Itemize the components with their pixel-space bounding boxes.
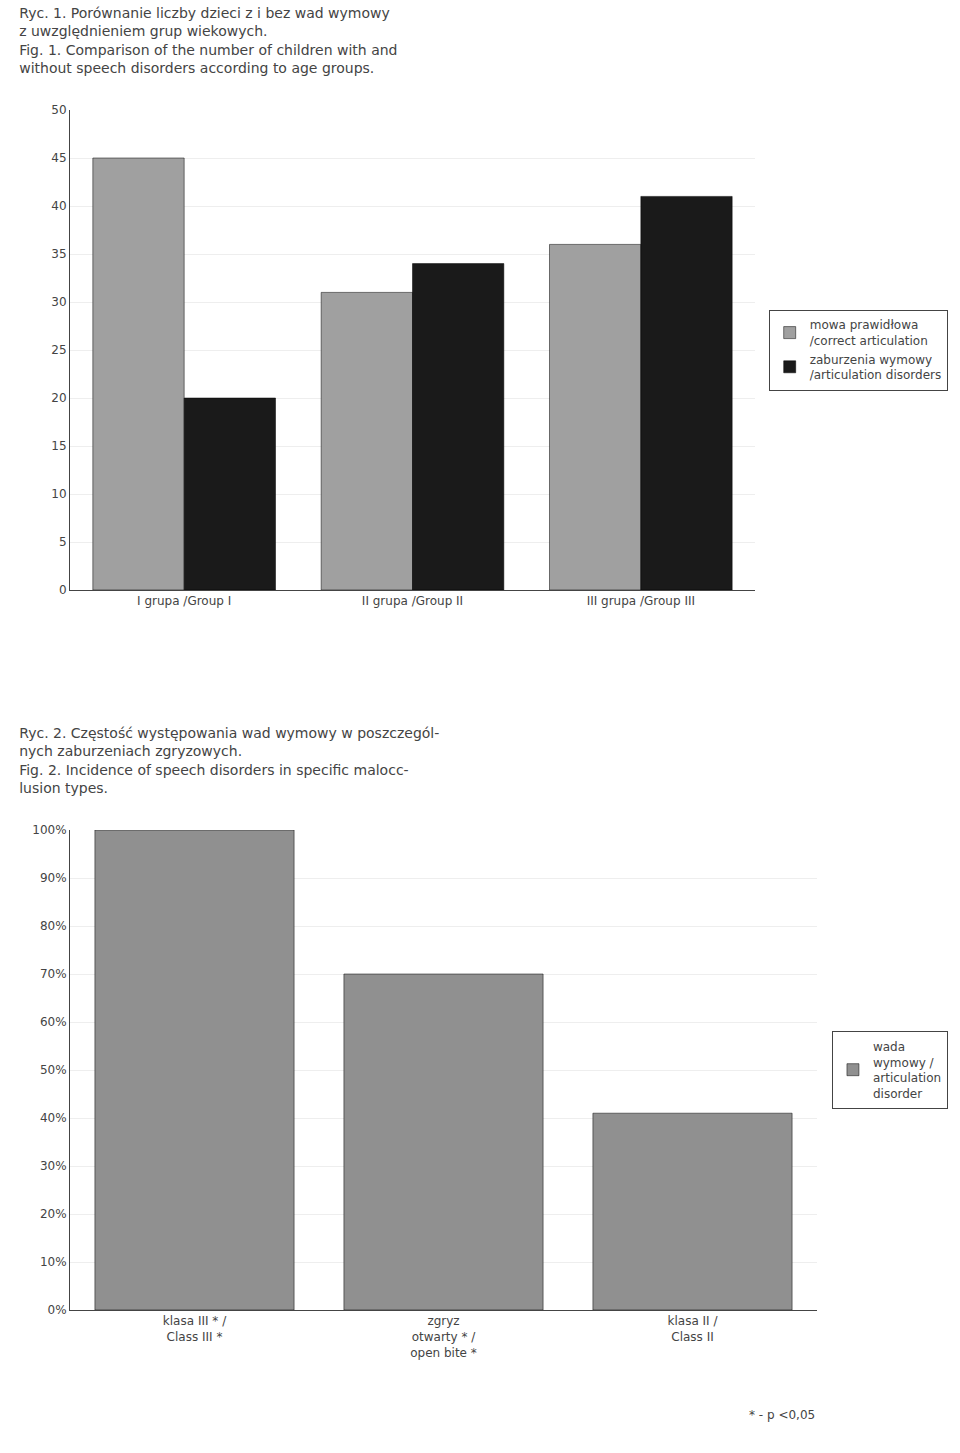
svg-text:0: 0 — [59, 583, 67, 597]
svg-text:60%: 60% — [40, 1015, 67, 1029]
svg-text:zaburzenia wymowy/articulation: zaburzenia wymowy/articulation disorders — [810, 353, 942, 383]
svg-text:20: 20 — [51, 391, 66, 405]
svg-text:25: 25 — [51, 343, 66, 357]
svg-text:Ryc. 1. Porównanie liczby dzie: Ryc. 1. Porównanie liczby dzieci z i bez… — [19, 5, 397, 76]
svg-text:35: 35 — [51, 247, 66, 261]
svg-text:40: 40 — [51, 199, 66, 213]
svg-text:10%: 10% — [40, 1255, 67, 1269]
svg-text:20%: 20% — [40, 1207, 67, 1221]
svg-text:50: 50 — [51, 103, 66, 117]
svg-text:100%: 100% — [32, 823, 66, 837]
svg-text:90%: 90% — [40, 871, 67, 885]
svg-text:klasa II /Class II: klasa II /Class II — [668, 1314, 719, 1344]
svg-text:70%: 70% — [40, 967, 67, 981]
svg-text:0%: 0% — [48, 1303, 67, 1317]
svg-text:zgryzotwarty * /open bite *: zgryzotwarty * /open bite * — [410, 1314, 477, 1359]
svg-text:III grupa /Group III: III grupa /Group III — [587, 594, 695, 608]
svg-text:II grupa /Group II: II grupa /Group II — [362, 594, 463, 608]
svg-text:5: 5 — [59, 535, 67, 549]
svg-text:mowa prawidłowa/correct articu: mowa prawidłowa/correct articulation — [810, 318, 928, 348]
svg-text:45: 45 — [51, 151, 66, 165]
svg-text:wadawymowy /articulationdisord: wadawymowy /articulationdisorder — [873, 1040, 941, 1101]
svg-text:50%: 50% — [40, 1063, 67, 1077]
svg-text:40%: 40% — [40, 1111, 67, 1125]
svg-text:80%: 80% — [40, 919, 67, 933]
svg-text:klasa III * /Class III *: klasa III * /Class III * — [163, 1314, 227, 1344]
svg-text:15: 15 — [51, 439, 66, 453]
svg-text:I grupa /Group I: I grupa /Group I — [137, 594, 231, 608]
svg-text:30%: 30% — [40, 1159, 67, 1173]
svg-text:30: 30 — [51, 295, 66, 309]
svg-text:* - p <0,05: * - p <0,05 — [749, 1408, 815, 1422]
svg-text:Ryc. 2. Częstość występowania: Ryc. 2. Częstość występowania wad wymowy… — [19, 725, 439, 796]
svg-text:10: 10 — [51, 487, 66, 501]
